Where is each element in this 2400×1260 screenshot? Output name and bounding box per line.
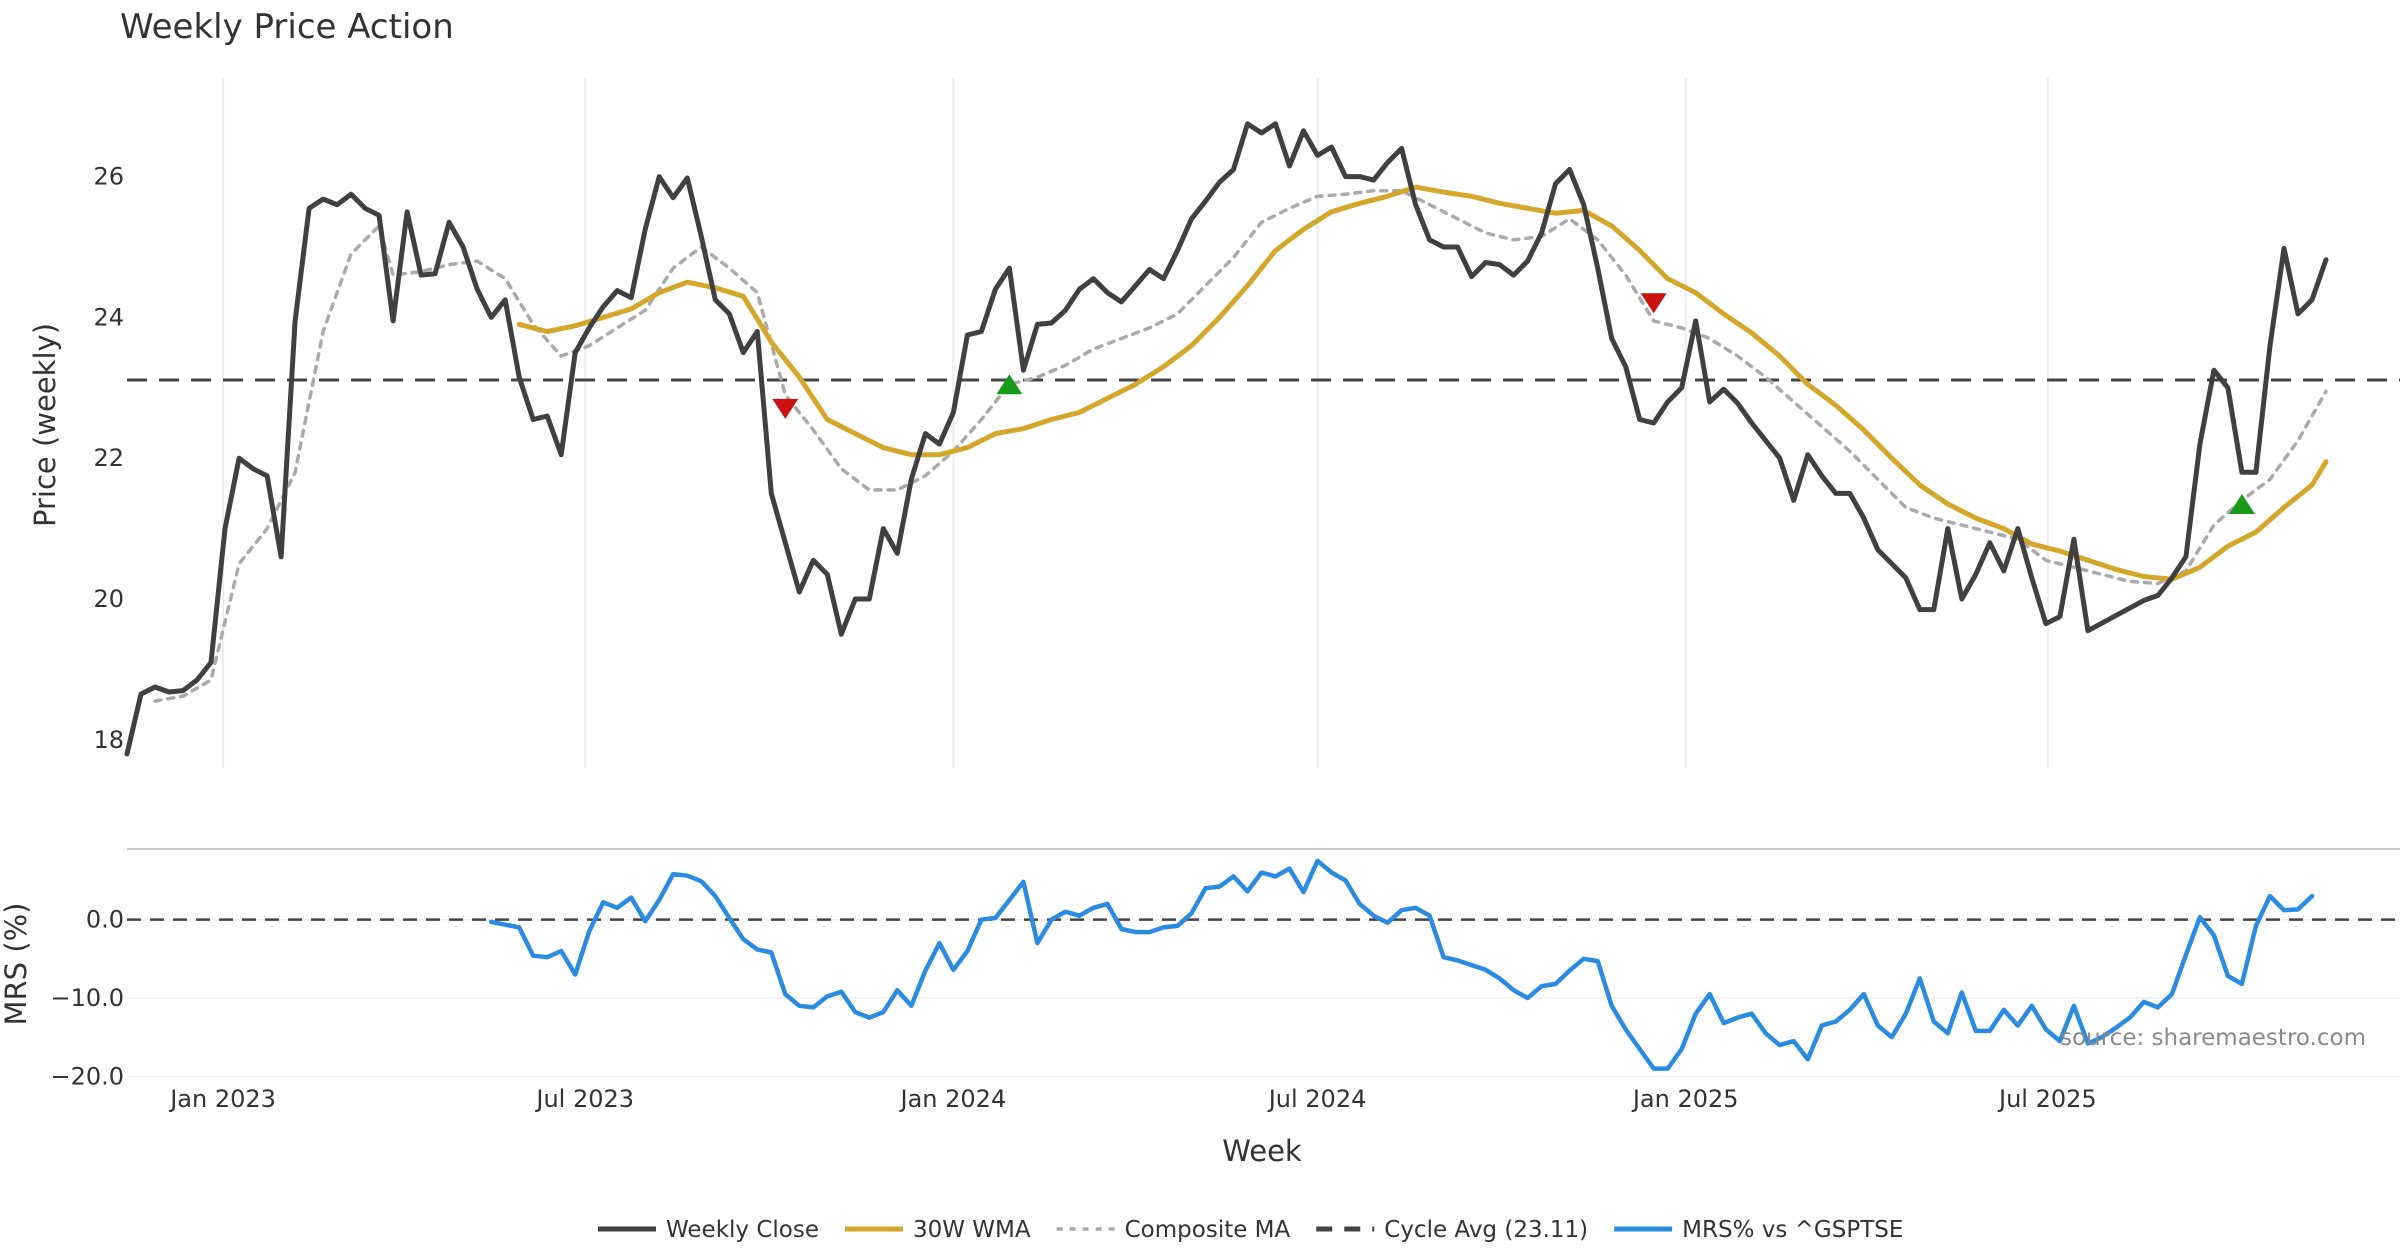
buy-signal-marker — [996, 374, 1023, 395]
mrs-y-tick-label: 0.0 — [86, 906, 124, 934]
price-y-tick-label: 22 — [93, 444, 124, 472]
price-y-axis-label: Price (weekly) — [28, 323, 62, 527]
price-y-ticks: 18 20 22 24 26 — [93, 163, 124, 754]
price-grid — [222, 78, 2049, 768]
price-series — [124, 121, 2329, 757]
mrs-panel: −20.0 −10.0 0.0 MRS (%) source: sharemaest… — [0, 848, 2400, 1091]
legend-label-cycle-avg-23-11: Cycle Avg (23.11) — [1384, 1217, 1588, 1243]
legend: Weekly Close 30W WMA Composite MA Cycle Avg… — [598, 1217, 1903, 1243]
price-y-tick-label: 24 — [93, 303, 124, 331]
x-tick-label: Jan 2024 — [899, 1085, 1007, 1113]
price-y-tick-label: 26 — [93, 163, 124, 191]
legend-label-30w-wma: 30W WMA — [913, 1217, 1031, 1243]
x-tick-label: Jul 2025 — [1997, 1085, 2097, 1113]
sell-signal-marker — [1640, 293, 1667, 314]
mrs-y-ticks: −20.0 −10.0 0.0 — [50, 906, 124, 1091]
x-tick-label: Jul 2024 — [1267, 1085, 1367, 1113]
x-axis-label: Week — [1222, 1134, 1302, 1168]
weekly-close-line — [124, 121, 2329, 757]
price-y-tick-label: 20 — [93, 585, 124, 613]
legend-label-weekly-close: Weekly Close — [666, 1217, 819, 1243]
mrs-y-tick-label: −10.0 — [50, 984, 124, 1012]
mrs-series — [488, 858, 2315, 1071]
legend-label-mrs-vs-gsptse: MRS% vs ^GSPTSE — [1682, 1217, 1903, 1243]
30w-wma-line — [516, 184, 2329, 582]
sell-signal-marker — [772, 398, 799, 419]
legend-label-composite-ma: Composite MA — [1125, 1217, 1291, 1243]
x-ticks: Jan 2023 Jul 2023 Jan 2024 Jul 2024 Jan 2025… — [168, 1085, 2097, 1113]
chart-title: Weekly Price Action — [120, 7, 454, 47]
price-panel: 18 20 22 24 26 Price (weekly) — [28, 78, 2400, 768]
price-y-tick-label: 18 — [93, 726, 124, 754]
mrs-grid — [127, 918, 2400, 1078]
source-annotation: source: sharemaestro.com — [2060, 1025, 2366, 1051]
mrs-line — [488, 858, 2315, 1071]
mrs-y-tick-label: −20.0 — [50, 1062, 124, 1090]
price-signals — [772, 293, 2255, 514]
x-tick-label: Jan 2023 — [168, 1085, 276, 1113]
x-tick-label: Jul 2023 — [534, 1085, 634, 1113]
x-tick-label: Jan 2025 — [1631, 1085, 1739, 1113]
mrs-y-axis-label: MRS (%) — [0, 903, 33, 1026]
composite-ma-line — [153, 188, 2328, 703]
buy-signal-marker — [2228, 493, 2255, 514]
